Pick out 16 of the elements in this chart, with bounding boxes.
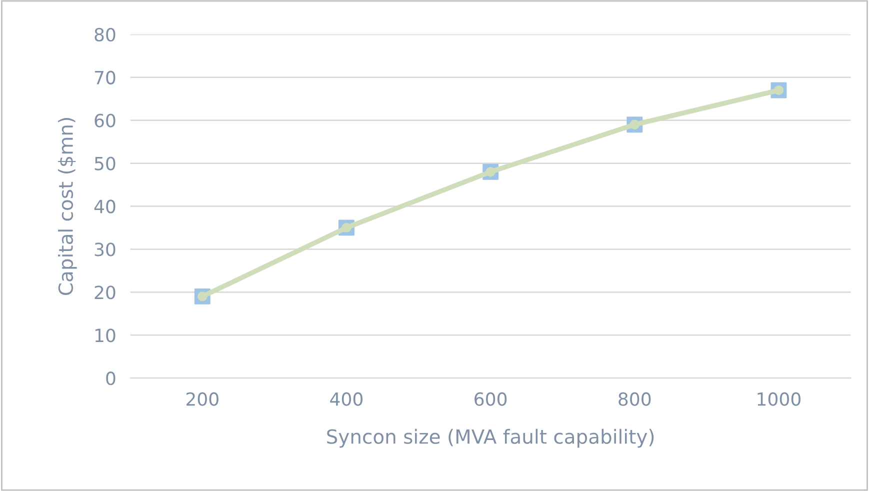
y-tick-label: 0	[106, 372, 116, 386]
y-axis-title: Capital cost ($mn)	[58, 118, 77, 295]
x-tick-label: 600	[474, 392, 507, 406]
y-tick-label: 10	[95, 328, 116, 342]
y-tick-label: 80	[94, 28, 116, 42]
x-tick-label: 1000	[758, 392, 800, 406]
y-tick-label: 70	[94, 70, 116, 84]
x-tick-label: 200	[186, 392, 218, 406]
x-tick-label: 400	[330, 392, 362, 406]
y-tick-label: 20	[94, 286, 116, 300]
x-tick-label: 800	[618, 392, 651, 406]
y-tick-label: 60	[94, 114, 116, 128]
x-axis-title: Syncon size (MVA fault capability)	[327, 428, 654, 448]
y-tick-label: 30	[94, 242, 116, 256]
y-tick-label: 50	[94, 156, 116, 170]
y-tick-label: 40	[94, 200, 116, 214]
